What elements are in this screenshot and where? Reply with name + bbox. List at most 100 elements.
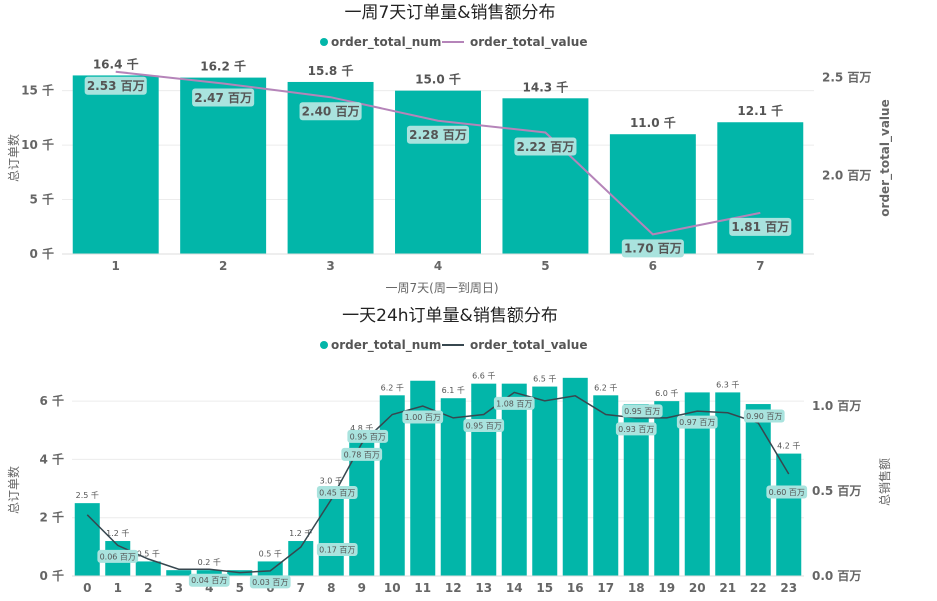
bar[interactable] [593,395,619,576]
x-tick-label: 9 [358,581,366,595]
value-label-box [299,102,362,121]
x-tick-label: 16 [567,581,584,595]
bar-data-label: 6.5 千 [533,374,556,384]
bar[interactable] [135,561,161,576]
legend-line-label: order_total_value [470,338,587,353]
x-tick-label: 22 [750,581,767,595]
chart2-title: 一天24h订单量&销售额分布 [342,306,558,326]
bar[interactable] [395,90,481,255]
value-data-label: 2.22 百万 [517,140,575,154]
x-tick-label: 3 [326,259,334,273]
value-label-box [316,486,358,499]
y2-tick-label: 0.5 百万 [812,484,861,498]
value-data-label: 0.04 百万 [191,576,227,585]
bar[interactable] [166,570,192,576]
value-data-label: 0.06 百万 [100,552,136,561]
x-tick-label: 12 [445,581,462,595]
chart2-ylabel: 总订单数 [6,466,21,514]
bar[interactable] [562,377,588,576]
bar[interactable] [379,395,405,576]
x-tick-label: 1 [112,259,120,273]
value-data-label: 0.03 百万 [252,578,288,587]
bar-data-label: 0.5 千 [259,548,282,558]
value-label-box [766,485,808,499]
bar[interactable] [532,386,558,576]
value-data-label: 0.17 百万 [319,545,355,554]
bar-data-label: 12.1 千 [737,103,783,118]
bar-data-label: 11.0 千 [630,115,676,130]
chart1-plot-area: 0 千 5 千 10 千 15 千 2.0 百万 2.5 百万 16.4 千 1 16.2 千 2… [21,56,871,273]
bar[interactable] [715,392,741,576]
chart2-legend[interactable]: order_total_num order_total_value [320,338,587,353]
x-tick-label: 7 [297,581,305,595]
chart1-title: 一周7天订单量&销售额分布 [344,3,555,23]
value-label-box [676,415,718,429]
value-data-label: 2.40 百万 [302,105,360,119]
value-data-label: 2.28 百万 [409,128,467,142]
bar[interactable] [74,503,100,576]
value-data-label: 0.95 百万 [624,407,660,416]
value-label-box [249,575,291,589]
y-tick-label: 0 千 [29,246,54,261]
bar[interactable] [471,383,497,576]
bar-data-label: 14.3 千 [523,79,569,94]
value-label-box [402,410,444,424]
value-data-label: 0.95 百万 [466,421,502,430]
bar-data-label: 6.2 千 [381,382,404,392]
bar-data-label: 15.0 千 [415,72,461,87]
value-data-label: 2.47 百万 [194,91,252,105]
value-data-label: 0.93 百万 [618,425,654,434]
chart2-y2label: 总销售额 [877,458,892,506]
x-tick-label: 5 [236,581,244,595]
bar[interactable] [180,77,267,254]
value-label-box [97,549,139,563]
bar-data-label: 2.5 千 [76,490,99,500]
bar[interactable] [318,488,344,576]
value-label-box [743,409,785,423]
value-data-label: 0.45 百万 [319,488,355,497]
value-data-label: 0.90 百万 [746,412,782,421]
bar[interactable] [440,398,466,576]
bar[interactable] [654,401,680,576]
bar[interactable] [502,98,589,255]
bar-data-label: 16.4 千 [93,56,139,71]
y2-tick-label: 2.0 百万 [822,169,871,183]
bar[interactable] [196,570,222,576]
bar-data-label: 0.2 千 [198,557,221,567]
value-data-label: 2.53 百万 [87,79,145,93]
value-label-box [463,419,505,432]
line-series[interactable] [115,70,761,236]
bar-data-label: 6.6 千 [472,371,495,381]
value-label-box [621,404,663,418]
x-tick-label: 15 [536,581,553,595]
bar[interactable] [501,383,527,576]
value-label-box [341,447,383,461]
chart1-ylabel: 总订单数 [6,134,21,182]
bar[interactable] [776,453,802,576]
x-tick-label: 1 [114,581,122,595]
chart1-legend[interactable]: order_total_num order_total_value [320,35,587,50]
bar[interactable] [609,134,696,254]
bar-data-label: 6.1 千 [442,385,465,395]
x-tick-label: 8 [327,581,335,595]
x-tick-label: 4 [434,259,442,273]
x-tick-label: 2 [219,259,227,273]
y-tick-label: 0 千 [39,568,64,583]
bar[interactable] [72,75,159,254]
legend-bar-label: order_total_num [331,338,441,353]
bar-data-label: 16.2 千 [200,59,246,74]
value-data-label: 1.81 百万 [731,220,789,234]
value-data-label: 0.60 百万 [769,488,805,497]
y2-tick-label: 1.0 百万 [812,399,861,413]
value-label-box [621,239,684,258]
x-tick-label: 20 [689,581,706,595]
y-tick-label: 10 千 [21,137,54,152]
value-data-label: 0.97 百万 [679,418,715,427]
chart1-xlabel: 一周7天(周一到周日) [386,281,499,295]
x-tick-label: 10 [384,581,401,595]
value-data-label: 0.78 百万 [344,450,380,459]
bar-data-label: 6.2 千 [594,382,617,392]
value-label-box [347,429,389,443]
y-tick-label: 4 千 [39,451,64,466]
legend-bar-marker [320,341,328,349]
